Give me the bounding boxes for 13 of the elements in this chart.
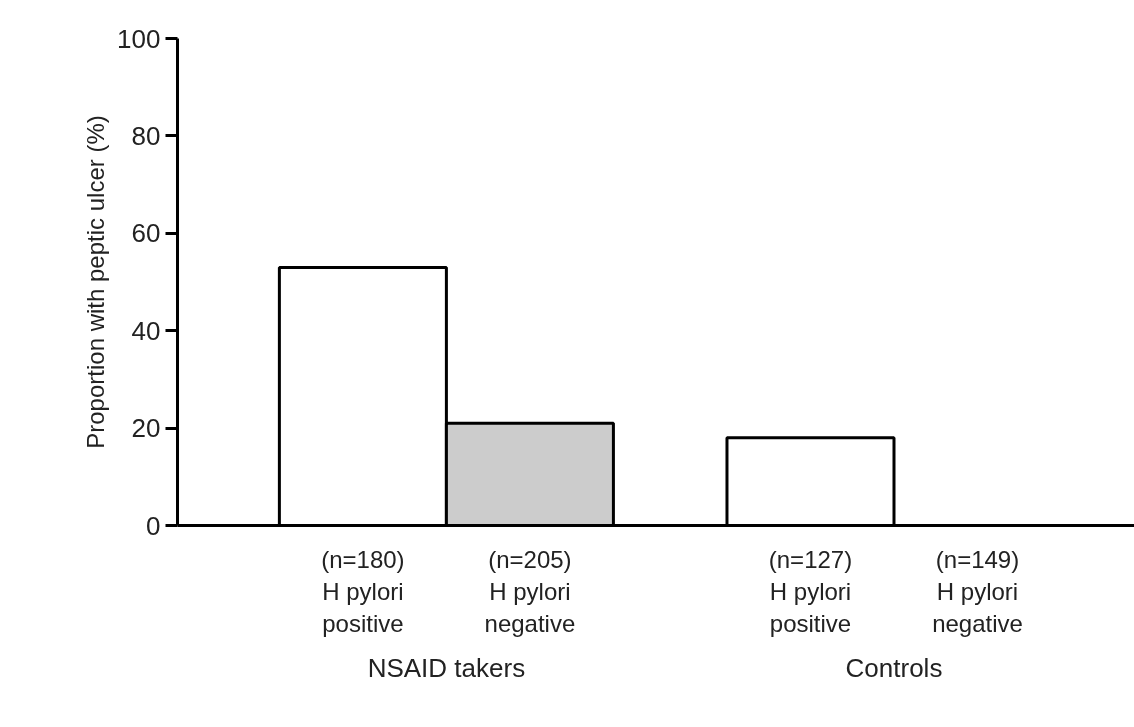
- x-tick-label: (n=205) H pylori negative: [484, 545, 576, 638]
- x-tick-label: (n=127) H pylori positive: [768, 545, 853, 638]
- text: Controls: [845, 652, 943, 683]
- text: NSAID takers: [367, 652, 526, 683]
- x-tick-label: (n=149) H pylori negative: [932, 545, 1023, 638]
- y-axis-title: Proportion with peptic ulcer (%): [82, 115, 110, 449]
- y-tick-label: 100: [117, 23, 161, 54]
- y-tick-label: 80: [131, 120, 161, 151]
- y-tick-label: 0: [146, 510, 161, 541]
- y-tick-label: 40: [131, 315, 161, 346]
- x-tick-label: (n=180) H pylori positive: [321, 545, 405, 638]
- y-tick-label: 20: [131, 413, 161, 444]
- y-tick-label: 60: [131, 218, 161, 249]
